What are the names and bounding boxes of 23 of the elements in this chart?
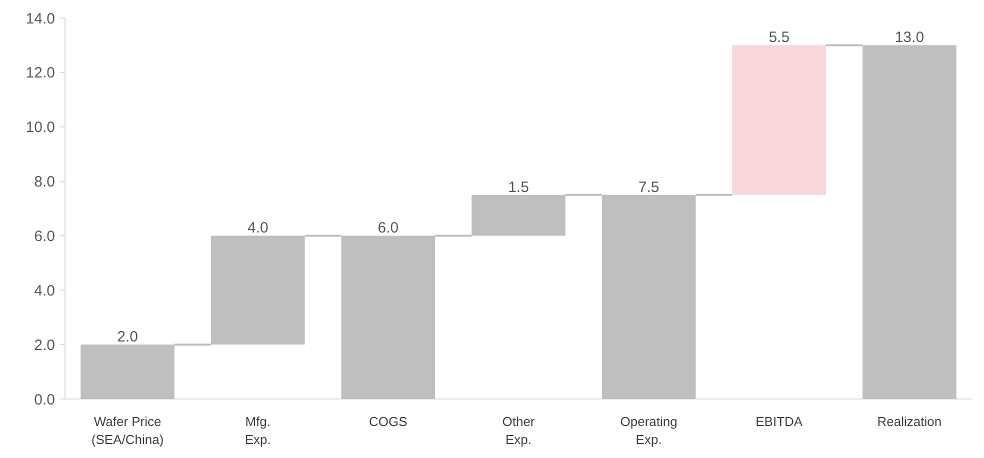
y-tick-label: 6.0: [34, 228, 55, 245]
x-tick-label: Other Exp.: [502, 414, 536, 447]
y-tick-label: 14.0: [26, 10, 55, 28]
x-tick-label: Operating Exp.: [620, 414, 678, 447]
y-tick-label: 10.0: [26, 119, 55, 136]
data-label: 6.0: [378, 220, 399, 237]
x-tick-label: EBITDA: [756, 414, 803, 429]
y-tick-label: 12.0: [26, 64, 55, 82]
y-tick-label: 0.0: [34, 391, 55, 408]
x-tick-label: Wafer Price (SEA/China): [91, 414, 164, 447]
data-label: 13.0: [894, 29, 924, 46]
x-tick-label: Realization: [877, 414, 942, 429]
y-tick-label: 2.0: [34, 336, 55, 354]
y-tick-label: 4.0: [34, 282, 55, 300]
data-label: 2.0: [117, 328, 138, 346]
data-label: 7.5: [638, 178, 660, 196]
data-label: 5.5: [768, 29, 790, 46]
data-label: 1.5: [508, 178, 529, 196]
y-tick-label: 8.0: [34, 174, 55, 191]
bar: [732, 45, 826, 195]
data-label: 4.0: [247, 220, 268, 237]
x-tick-label: Mfg. Exp.: [244, 414, 271, 447]
x-tick-label: COGS: [369, 414, 408, 429]
